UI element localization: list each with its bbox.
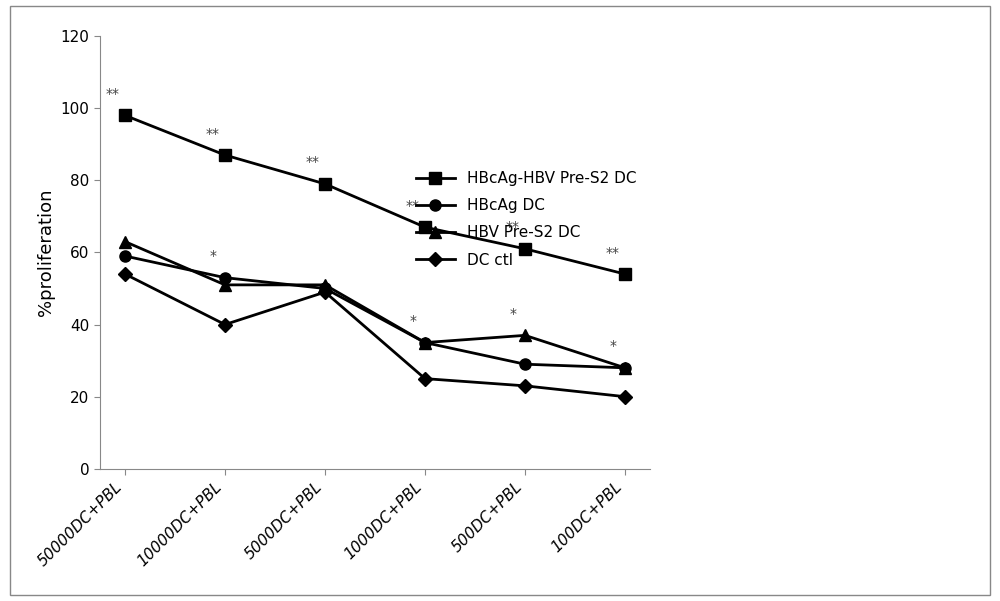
HBcAg DC <box>619 364 631 371</box>
DC ctl <box>219 321 231 328</box>
Text: **: ** <box>206 127 220 141</box>
Line: HBcAg DC: HBcAg DC <box>119 251 631 373</box>
DC ctl <box>519 382 531 389</box>
HBV Pre-S2 DC <box>519 332 531 339</box>
DC ctl <box>419 375 431 382</box>
HBcAg DC <box>119 252 131 260</box>
HBcAg-HBV Pre-S2 DC <box>519 245 531 252</box>
Line: HBV Pre-S2 DC: HBV Pre-S2 DC <box>119 236 631 373</box>
HBcAg-HBV Pre-S2 DC <box>419 224 431 231</box>
Text: *: * <box>610 340 616 353</box>
HBV Pre-S2 DC <box>619 364 631 371</box>
Text: *: * <box>410 314 416 328</box>
DC ctl <box>319 288 331 296</box>
Line: DC ctl: DC ctl <box>120 269 630 401</box>
HBV Pre-S2 DC <box>319 281 331 288</box>
Text: **: ** <box>106 87 120 101</box>
HBcAg DC <box>419 339 431 346</box>
Text: **: ** <box>506 221 520 234</box>
HBV Pre-S2 DC <box>219 281 231 288</box>
HBcAg-HBV Pre-S2 DC <box>219 151 231 159</box>
Line: HBcAg-HBV Pre-S2 DC: HBcAg-HBV Pre-S2 DC <box>119 110 631 279</box>
Text: *: * <box>510 307 516 321</box>
HBcAg-HBV Pre-S2 DC <box>119 112 131 119</box>
Text: **: ** <box>406 199 420 213</box>
HBV Pre-S2 DC <box>119 238 131 245</box>
Y-axis label: %proliferation: %proliferation <box>37 189 55 316</box>
HBcAg-HBV Pre-S2 DC <box>619 270 631 278</box>
Text: **: ** <box>306 156 320 169</box>
Legend: HBcAg-HBV Pre-S2 DC, HBcAg DC, HBV Pre-S2 DC, DC ctl: HBcAg-HBV Pre-S2 DC, HBcAg DC, HBV Pre-S… <box>410 165 642 273</box>
DC ctl <box>619 393 631 400</box>
HBcAg DC <box>519 361 531 368</box>
HBcAg DC <box>219 274 231 281</box>
DC ctl <box>119 270 131 278</box>
HBcAg-HBV Pre-S2 DC <box>319 180 331 188</box>
Text: **: ** <box>606 246 620 260</box>
Text: *: * <box>210 249 216 263</box>
HBV Pre-S2 DC <box>419 339 431 346</box>
HBcAg DC <box>319 285 331 292</box>
